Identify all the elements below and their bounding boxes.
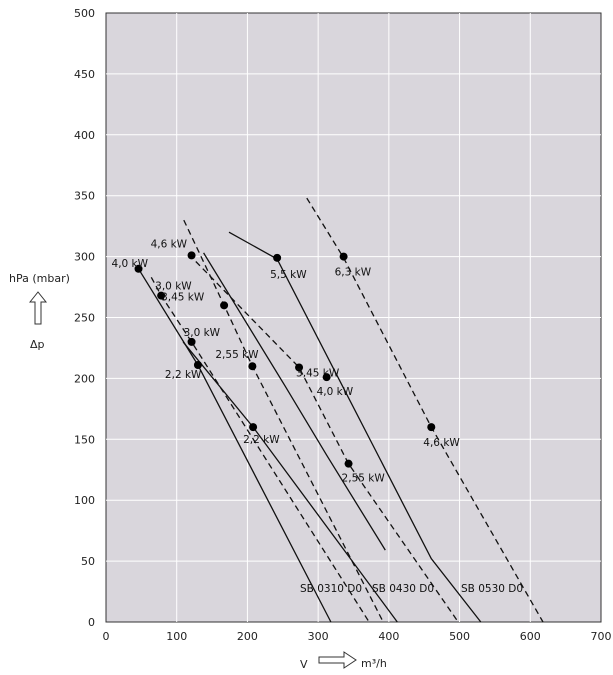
power-label: 3,45 kW [161, 291, 205, 303]
y-axis-ticks: 0 50 100 150 200 250 300 350 400 450 500 [74, 7, 95, 629]
power-label: 4,6 kW [151, 238, 188, 250]
operating-point [187, 337, 196, 346]
y-tick-label: 50 [81, 555, 95, 568]
power-label: 3,0 kW [155, 281, 192, 293]
power-label: 6,3 kW [335, 267, 372, 279]
operating-point [273, 253, 282, 262]
operating-point [134, 264, 143, 273]
y-tick-label: 400 [74, 129, 95, 142]
power-label: 4,6 kW [423, 437, 460, 449]
operating-point [248, 362, 257, 371]
power-label: 3,0 kW [184, 327, 221, 339]
y-tick-label: 150 [74, 433, 95, 446]
power-label: 2,55 kW [342, 473, 386, 485]
operating-point [427, 423, 436, 432]
up-arrow-icon [28, 291, 48, 325]
operating-point [187, 251, 196, 260]
operating-point [295, 363, 304, 372]
series-line-7 [228, 231, 482, 623]
y-tick-label: 250 [74, 312, 95, 325]
power-label: 2,55 kW [215, 349, 259, 361]
right-arrow-icon [318, 651, 357, 669]
y-tick-label: 500 [74, 7, 95, 20]
y-tick-label: 300 [74, 251, 95, 264]
series-line-5 [203, 252, 386, 551]
x-tick-label: 300 [308, 630, 329, 643]
grid [106, 13, 601, 622]
x-tick-label: 200 [237, 630, 258, 643]
series-line-8 [306, 197, 544, 623]
y-axis-symbol: Δp [30, 338, 45, 351]
operating-point [157, 291, 166, 300]
y-axis-label: hPa (mbar) [9, 272, 70, 285]
y-tick-label: 100 [74, 494, 95, 507]
operating-point [220, 301, 229, 310]
y-tick-label: 0 [88, 616, 95, 629]
points-layer: 4,0 kW4,6 kW3,0 kW3,45 kW3,0 kW2,2 kW2,5… [112, 238, 461, 484]
series-name-label: SB 0530 D0 [461, 583, 523, 595]
x-axis-unit: m³/h [361, 657, 387, 670]
x-axis-ticks: 0 100 200 300 400 500 600 700 [103, 630, 612, 643]
power-label: 3,45 kW [296, 367, 340, 379]
operating-point [193, 361, 202, 370]
series-line-4 [183, 219, 384, 623]
series-name-label: SB 0430 D0 [372, 583, 434, 595]
power-label: 4,0 kW [112, 258, 149, 270]
x-tick-label: 700 [591, 630, 612, 643]
series-line-2 [150, 276, 370, 623]
operating-point [322, 373, 331, 382]
y-tick-label: 200 [74, 372, 95, 385]
series-name-label: SB 0310 D0 [300, 583, 362, 595]
x-tick-label: 600 [520, 630, 541, 643]
series-line-6 [195, 261, 459, 623]
x-axis-symbol: V [300, 658, 308, 671]
y-tick-label: 450 [74, 68, 95, 81]
operating-point [339, 252, 348, 261]
x-tick-label: 500 [449, 630, 470, 643]
y-tick-label: 350 [74, 190, 95, 203]
x-tick-label: 0 [103, 630, 110, 643]
power-label: 4,0 kW [317, 386, 354, 398]
operating-point [249, 423, 258, 432]
series-name-layer: SB 0310 D0 SB 0430 D0 SB 0530 D0 [300, 583, 523, 595]
operating-point [344, 459, 353, 468]
x-tick-label: 100 [166, 630, 187, 643]
power-label: 2,2 kW [243, 434, 280, 446]
x-tick-label: 400 [378, 630, 399, 643]
power-label: 5,5 kW [270, 269, 307, 281]
power-label: 2,2 kW [165, 369, 202, 381]
